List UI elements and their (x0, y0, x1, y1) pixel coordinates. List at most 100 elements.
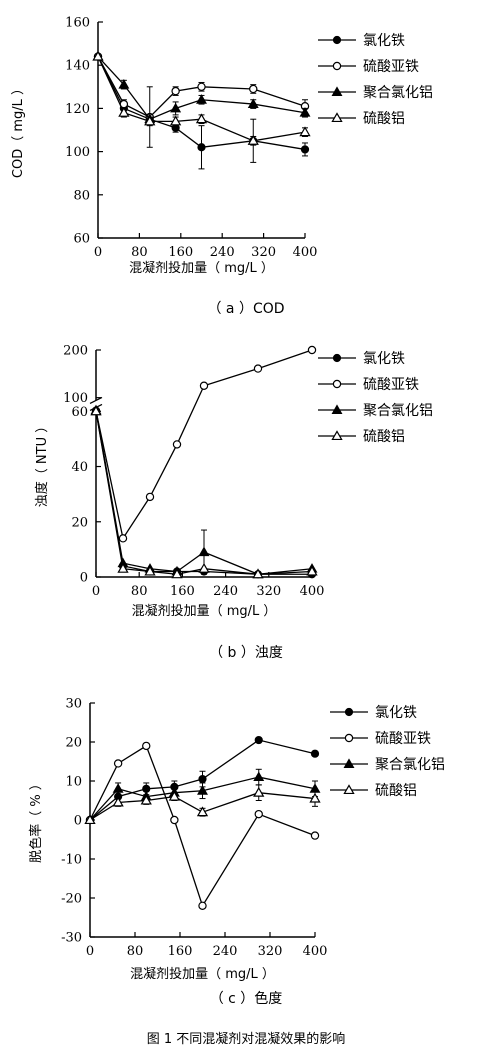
data-point (310, 749, 320, 758)
legend-label: 聚合氯化铝 (363, 403, 433, 419)
data-point (306, 565, 318, 576)
y-tick-label: 30 (65, 697, 82, 712)
series-2 (91, 345, 317, 543)
data-point (198, 901, 207, 911)
legend-marker (344, 707, 354, 717)
y-tick-label: 40 (71, 460, 88, 475)
x-tick-label: 400 (303, 944, 328, 959)
data-point (196, 94, 207, 104)
legend-label: 氯化铁 (363, 351, 405, 367)
data-point (140, 794, 152, 805)
data-point (170, 815, 179, 825)
legend-label: 硫酸铝 (363, 111, 405, 127)
data-point (172, 440, 182, 449)
axis-break-gap (91, 400, 101, 409)
x-tick-label: 0 (94, 245, 102, 260)
legend-label: 聚合氯化铝 (363, 85, 433, 101)
x-tick-label: 160 (168, 245, 193, 260)
x-tick-label: 240 (213, 944, 238, 959)
x-tick-label: 240 (210, 245, 235, 260)
y-tick-label: -10 (61, 853, 82, 868)
data-point (254, 809, 263, 819)
data-point (197, 143, 206, 152)
data-point (171, 568, 183, 579)
y-tick-label: 80 (73, 188, 90, 203)
data-point (112, 783, 124, 793)
legend-marker (332, 353, 342, 363)
data-point (300, 145, 310, 154)
x-axis-title: 混凝剂投加量（ mg/L ） (132, 603, 277, 619)
data-point (168, 790, 181, 801)
data-point (247, 98, 259, 109)
data-point (170, 102, 182, 113)
legend-marker (331, 86, 343, 96)
series-line (89, 744, 316, 908)
x-axis-title: 混凝剂投加量（ mg/L ） (130, 966, 275, 982)
data-point (92, 50, 104, 61)
x-tick-label: 0 (86, 944, 94, 959)
data-point (90, 405, 102, 416)
legend-marker (332, 379, 342, 389)
series-4 (92, 50, 311, 146)
x-tick-label: 400 (293, 245, 318, 260)
y-tick-label: -30 (61, 931, 82, 946)
y-tick-label: 120 (65, 102, 90, 117)
data-point (171, 86, 180, 96)
y-tick-label: 100 (63, 391, 88, 406)
series-line (95, 349, 313, 541)
data-point (254, 735, 263, 745)
x-tick-label: 80 (131, 245, 148, 260)
legend-marker (331, 112, 343, 123)
data-point (247, 134, 259, 145)
series-4 (90, 405, 318, 579)
legend-label: 硫酸亚铁 (375, 731, 431, 747)
data-point (309, 792, 321, 803)
data-point (252, 568, 264, 579)
x-tick-label: 240 (213, 584, 238, 599)
x-tick-label: 320 (258, 944, 283, 959)
data-point (299, 107, 311, 117)
legend-marker (343, 758, 355, 768)
y-axis-title: 脱色率（ % ） (28, 777, 44, 863)
series-4 (84, 784, 321, 825)
legend-marker (344, 733, 354, 743)
data-point (253, 364, 263, 373)
data-point (307, 345, 317, 355)
data-point (118, 534, 128, 543)
data-point (118, 106, 130, 117)
x-tick-label: 160 (168, 944, 193, 959)
x-tick-label: 0 (92, 584, 100, 599)
data-point (142, 741, 151, 751)
data-point (144, 565, 156, 576)
y-tick-label: 10 (65, 775, 82, 790)
data-point (198, 774, 207, 784)
data-point (195, 113, 208, 124)
data-point (310, 831, 320, 840)
x-axis-title: 混凝剂投加量（ mg/L ） (129, 260, 274, 276)
legend-marker (343, 784, 355, 795)
y-tick-label: 20 (71, 515, 88, 530)
panel-caption: （ c ）色度 (210, 990, 283, 1007)
legend-label: 聚合氯化铝 (375, 757, 445, 773)
data-point (199, 381, 209, 390)
legend-label: 硫酸亚铁 (363, 59, 419, 75)
data-point (144, 115, 156, 126)
legend-label: 硫酸铝 (375, 783, 417, 799)
series-1 (93, 52, 310, 170)
series-2 (85, 741, 320, 911)
legend-marker (332, 61, 342, 71)
figure-caption: 图 1 不同混凝剂对混凝效果的影响 (147, 1031, 346, 1047)
legend-marker (331, 404, 343, 414)
data-point (253, 786, 265, 797)
y-tick-label: 60 (73, 232, 90, 247)
data-point (197, 785, 208, 795)
data-point (145, 492, 155, 502)
y-axis-title: COD（ mg/L ） (11, 82, 26, 178)
legend-marker (332, 35, 342, 45)
legend-label: 硫酸铝 (363, 429, 405, 445)
y-tick-label: 200 (63, 344, 88, 359)
